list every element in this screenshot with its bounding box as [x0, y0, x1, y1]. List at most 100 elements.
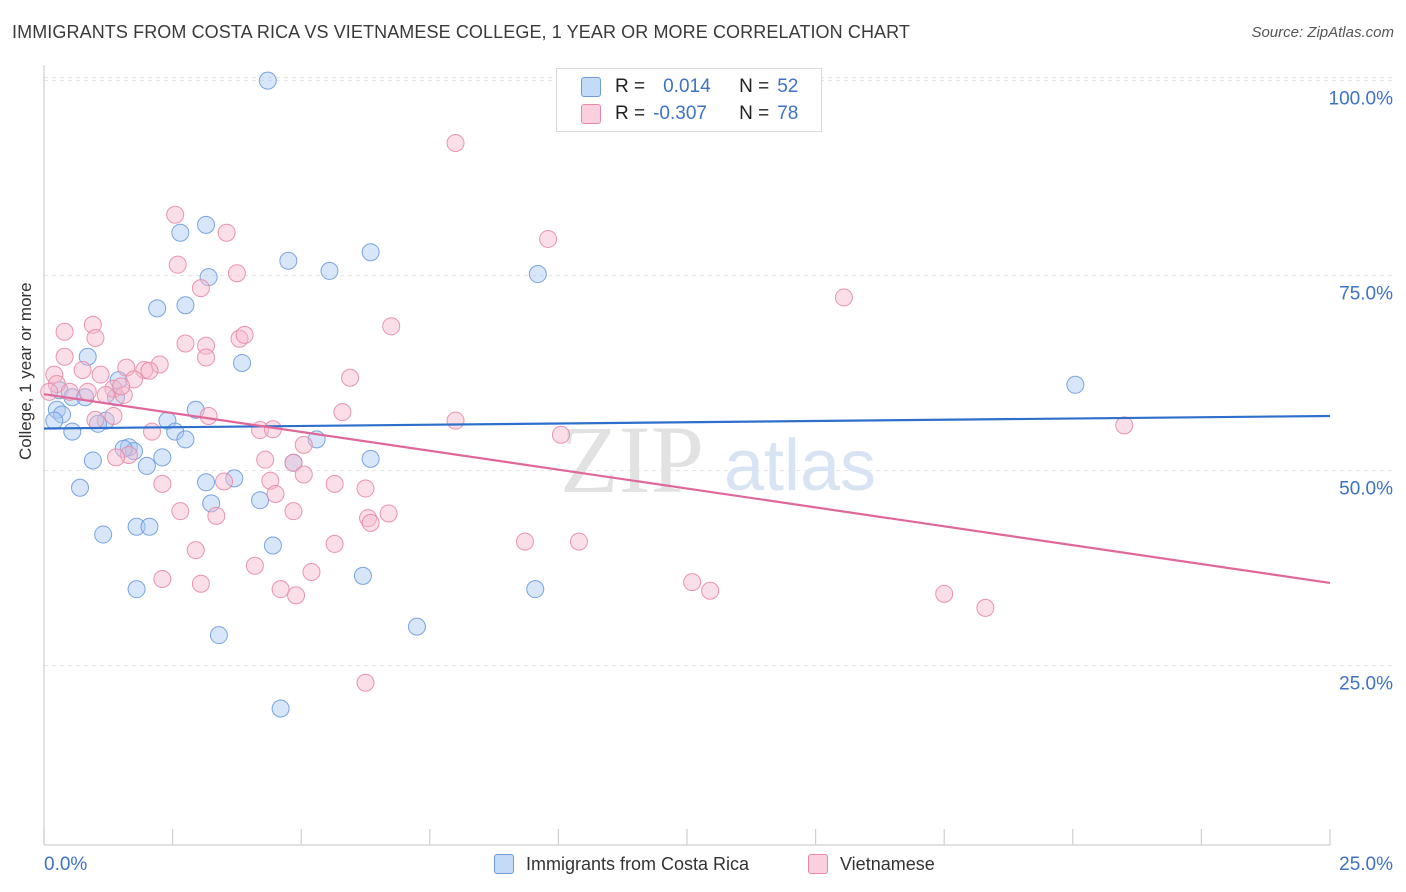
data-point[interactable]: [60, 382, 79, 401]
data-point[interactable]: [356, 479, 375, 498]
data-point[interactable]: [701, 581, 720, 600]
data-point[interactable]: [294, 465, 313, 484]
data-point[interactable]: [935, 584, 954, 603]
data-point[interactable]: [526, 580, 545, 599]
data-point[interactable]: [382, 317, 401, 336]
data-point[interactable]: [148, 299, 167, 318]
data-point[interactable]: [83, 451, 102, 470]
data-point[interactable]: [569, 532, 588, 551]
data-point[interactable]: [258, 71, 277, 90]
data-point[interactable]: [379, 504, 398, 523]
data-point[interactable]: [217, 223, 236, 242]
data-point[interactable]: [153, 474, 172, 493]
data-point[interactable]: [1066, 375, 1085, 394]
data-point[interactable]: [63, 422, 82, 441]
data-point[interactable]: [197, 215, 216, 234]
data-point[interactable]: [263, 536, 282, 555]
data-point[interactable]: [225, 469, 244, 488]
data-point[interactable]: [261, 471, 280, 490]
data-point[interactable]: [207, 506, 226, 525]
data-point[interactable]: [197, 348, 216, 367]
data-point[interactable]: [834, 288, 853, 307]
data-point[interactable]: [359, 509, 378, 528]
data-point[interactable]: [112, 377, 131, 396]
data-point[interactable]: [251, 491, 270, 510]
data-point[interactable]: [320, 261, 339, 280]
data-point[interactable]: [333, 403, 352, 422]
data-point[interactable]: [186, 541, 205, 560]
data-point[interactable]: [551, 425, 570, 444]
data-point[interactable]: [284, 502, 303, 521]
data-point[interactable]: [1115, 416, 1134, 435]
data-point[interactable]: [176, 334, 195, 353]
data-point[interactable]: [233, 353, 252, 372]
data-point[interactable]: [107, 448, 126, 467]
data-point[interactable]: [287, 586, 306, 605]
data-point[interactable]: [302, 563, 321, 581]
data-point[interactable]: [245, 556, 264, 575]
data-point[interactable]: [71, 478, 90, 497]
data-point[interactable]: [153, 570, 172, 589]
data-point[interactable]: [140, 361, 159, 380]
data-point[interactable]: [266, 485, 285, 503]
data-point[interactable]: [94, 525, 113, 544]
data-point[interactable]: [446, 411, 465, 430]
data-point[interactable]: [191, 279, 210, 298]
data-point[interactable]: [135, 360, 154, 379]
data-point[interactable]: [176, 296, 195, 315]
data-point[interactable]: [83, 315, 102, 334]
data-point[interactable]: [171, 223, 190, 242]
data-point[interactable]: [353, 566, 372, 585]
data-point[interactable]: [176, 430, 195, 449]
data-point[interactable]: [55, 322, 74, 341]
data-point[interactable]: [40, 382, 59, 401]
data-point[interactable]: [341, 368, 360, 387]
series-legend-vietnamese[interactable]: Vietnamese: [808, 852, 935, 876]
data-point[interactable]: [294, 435, 313, 454]
data-point[interactable]: [271, 699, 290, 718]
data-point[interactable]: [86, 410, 105, 429]
data-point[interactable]: [407, 617, 426, 636]
data-point[interactable]: [683, 573, 702, 592]
data-point[interactable]: [284, 453, 303, 472]
data-point[interactable]: [127, 517, 146, 536]
data-point[interactable]: [127, 580, 146, 599]
data-point[interactable]: [140, 517, 159, 536]
series-legend-costa-rica[interactable]: Immigrants from Costa Rica: [494, 852, 749, 876]
data-point[interactable]: [153, 448, 172, 467]
data-point[interactable]: [209, 626, 228, 645]
data-point[interactable]: [191, 574, 210, 593]
data-point[interactable]: [235, 325, 254, 344]
data-point[interactable]: [96, 385, 115, 404]
data-point[interactable]: [197, 473, 216, 492]
data-point[interactable]: [539, 229, 558, 248]
data-point[interactable]: [137, 456, 156, 475]
data-point[interactable]: [166, 205, 185, 224]
data-point[interactable]: [78, 347, 97, 366]
data-point[interactable]: [515, 532, 534, 551]
data-point[interactable]: [446, 134, 465, 152]
data-point[interactable]: [356, 673, 375, 692]
data-point[interactable]: [78, 382, 97, 401]
data-point[interactable]: [325, 474, 344, 493]
data-point[interactable]: [73, 360, 92, 379]
data-point[interactable]: [256, 450, 275, 469]
data-point[interactable]: [86, 329, 105, 347]
data-point[interactable]: [227, 264, 246, 283]
data-point[interactable]: [325, 534, 344, 553]
data-point[interactable]: [976, 598, 995, 617]
data-point[interactable]: [199, 407, 218, 425]
data-point[interactable]: [361, 449, 380, 468]
data-point[interactable]: [279, 251, 298, 270]
data-point[interactable]: [143, 422, 162, 441]
data-point[interactable]: [361, 513, 380, 532]
data-point[interactable]: [55, 347, 74, 366]
data-point[interactable]: [271, 580, 290, 599]
data-point[interactable]: [215, 472, 234, 491]
data-point[interactable]: [168, 255, 187, 274]
data-point[interactable]: [361, 243, 380, 262]
data-point[interactable]: [91, 365, 110, 384]
data-point[interactable]: [104, 407, 123, 425]
data-point[interactable]: [171, 502, 190, 521]
data-point[interactable]: [45, 411, 64, 430]
